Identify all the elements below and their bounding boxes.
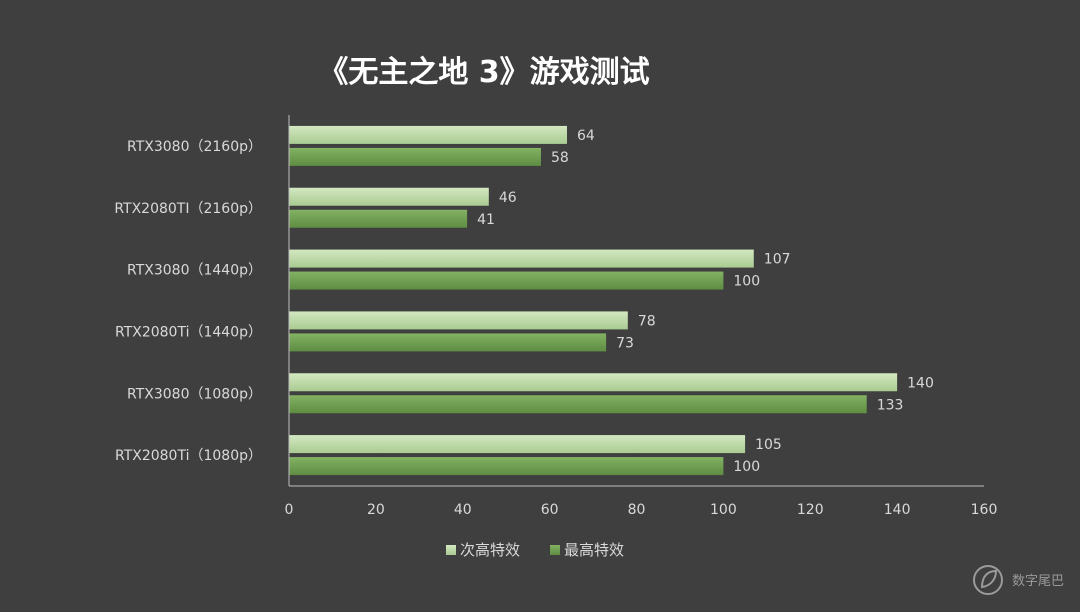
x-tick-label: 120 [797,502,824,518]
data-label: 100 [733,274,760,290]
bar [289,395,867,414]
x-tick-label: 140 [884,502,911,518]
data-label: 78 [638,313,656,329]
leaf-logo-icon [973,565,1003,595]
x-axis: 0 20 40 60 80 100 120 140 160 [285,115,998,518]
chart-title: 《无主之地 3》游戏测试 [318,55,649,90]
data-label: 105 [755,437,782,453]
bar [289,209,468,228]
bar [289,435,746,454]
category-label: RTX3080（1080p） [127,386,262,402]
data-label: 133 [877,397,904,413]
bar [289,457,724,476]
data-label: 140 [907,375,934,391]
legend: 次高特效 最高特效 [446,541,624,559]
category-label: RTX3080（2160p） [127,139,262,155]
category-label: RTX2080Ti（1440p） [115,324,262,340]
legend-label: 次高特效 [460,541,520,559]
data-label: 58 [551,150,569,166]
bar [289,187,489,206]
x-tick-label: 0 [285,502,294,518]
bar [289,271,724,290]
bar [289,373,898,392]
legend-swatch [446,545,456,555]
category-label: RTX2080TI（2160p） [114,201,262,217]
bar [289,147,541,166]
data-label: 73 [616,335,634,351]
data-label: 64 [577,128,595,144]
bar [289,125,567,144]
data-label: 41 [477,212,495,228]
legend-label: 最高特效 [564,541,624,559]
category-label: RTX3080（1440p） [127,263,262,279]
bar [289,311,628,330]
x-tick-label: 100 [710,502,737,518]
x-tick-label: 40 [454,502,472,518]
x-tick-label: 20 [367,502,385,518]
x-tick-label: 80 [628,502,646,518]
x-tick-label: 160 [971,502,998,518]
bar [289,249,754,268]
watermark: 数字尾巴 [973,565,1064,595]
x-tick-label: 60 [541,502,559,518]
data-label: 46 [499,190,517,206]
watermark-text: 数字尾巴 [1012,574,1064,589]
data-label: 100 [733,459,760,475]
bar [289,333,607,352]
data-label: 107 [764,252,791,268]
legend-swatch [550,545,560,555]
category-label: RTX2080Ti（1080p） [115,448,262,464]
